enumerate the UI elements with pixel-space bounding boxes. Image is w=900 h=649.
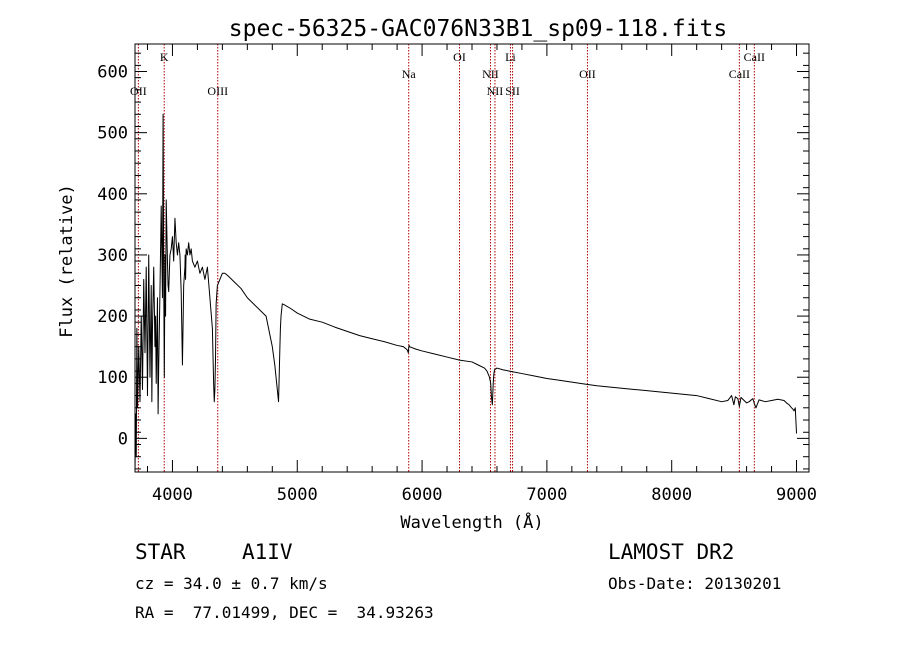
- x-tick-label-1: 5000: [277, 485, 318, 505]
- marker-label-7: Li: [505, 50, 516, 64]
- chart-title: spec-56325-GAC076N33B1_sp09-118.fits: [229, 16, 728, 42]
- x-tick-label-3: 7000: [526, 485, 567, 505]
- marker-label-1: K: [160, 50, 169, 64]
- axis-ticks: 4000 5000 6000 7000 8000 9000 0 100 200 300 400 500…: [97, 44, 817, 505]
- spectrum-line-0: [134, 113, 798, 473]
- y-axis-label: Flux (relative): [57, 184, 77, 338]
- y-tick-label-6: 600: [97, 63, 128, 83]
- marker-label-5: NII: [482, 67, 499, 81]
- object-subclass: A1IV: [242, 540, 293, 564]
- marker-label-4: OI: [453, 50, 466, 64]
- observation-date: Obs-Date: 20130201: [608, 574, 782, 593]
- marker-label-11: CaII: [744, 50, 765, 64]
- x-axis-label: Wavelength (Å): [400, 511, 543, 533]
- y-tick-label-3: 300: [97, 246, 128, 266]
- coordinates: RA = 77.01499, DEC = 34.93263: [135, 603, 434, 622]
- y-tick-label-4: 400: [97, 185, 128, 205]
- marker-label-2: OIII: [207, 84, 228, 98]
- y-tick-label-5: 500: [97, 124, 128, 144]
- marker-label-0: OII: [130, 84, 147, 98]
- x-tick-label-5: 9000: [776, 485, 817, 505]
- y-tick-label-2: 200: [97, 307, 128, 327]
- y-tick-label-1: 100: [97, 368, 128, 388]
- marker-label-10: CaII: [729, 67, 750, 81]
- object-class: STAR: [135, 540, 186, 564]
- x-tick-label-4: 8000: [651, 485, 692, 505]
- y-tick-label-0: 0: [118, 429, 128, 449]
- x-tick-label-2: 6000: [402, 485, 443, 505]
- plot-frame: [134, 43, 810, 473]
- emission-line-markers: OII K OIII Na OI NII NII Li SII OII CaII CaII: [130, 44, 765, 472]
- redshift-cz: cz = 34.0 ± 0.7 km/s: [135, 574, 328, 593]
- marker-label-6: NII: [487, 84, 504, 98]
- x-tick-label-0: 4000: [152, 485, 193, 505]
- marker-label-3: Na: [402, 67, 417, 81]
- survey-name: LAMOST DR2: [608, 540, 735, 564]
- spectrum-series: [134, 113, 798, 473]
- marker-label-8: SII: [505, 84, 520, 98]
- marker-label-9: OII: [579, 67, 596, 81]
